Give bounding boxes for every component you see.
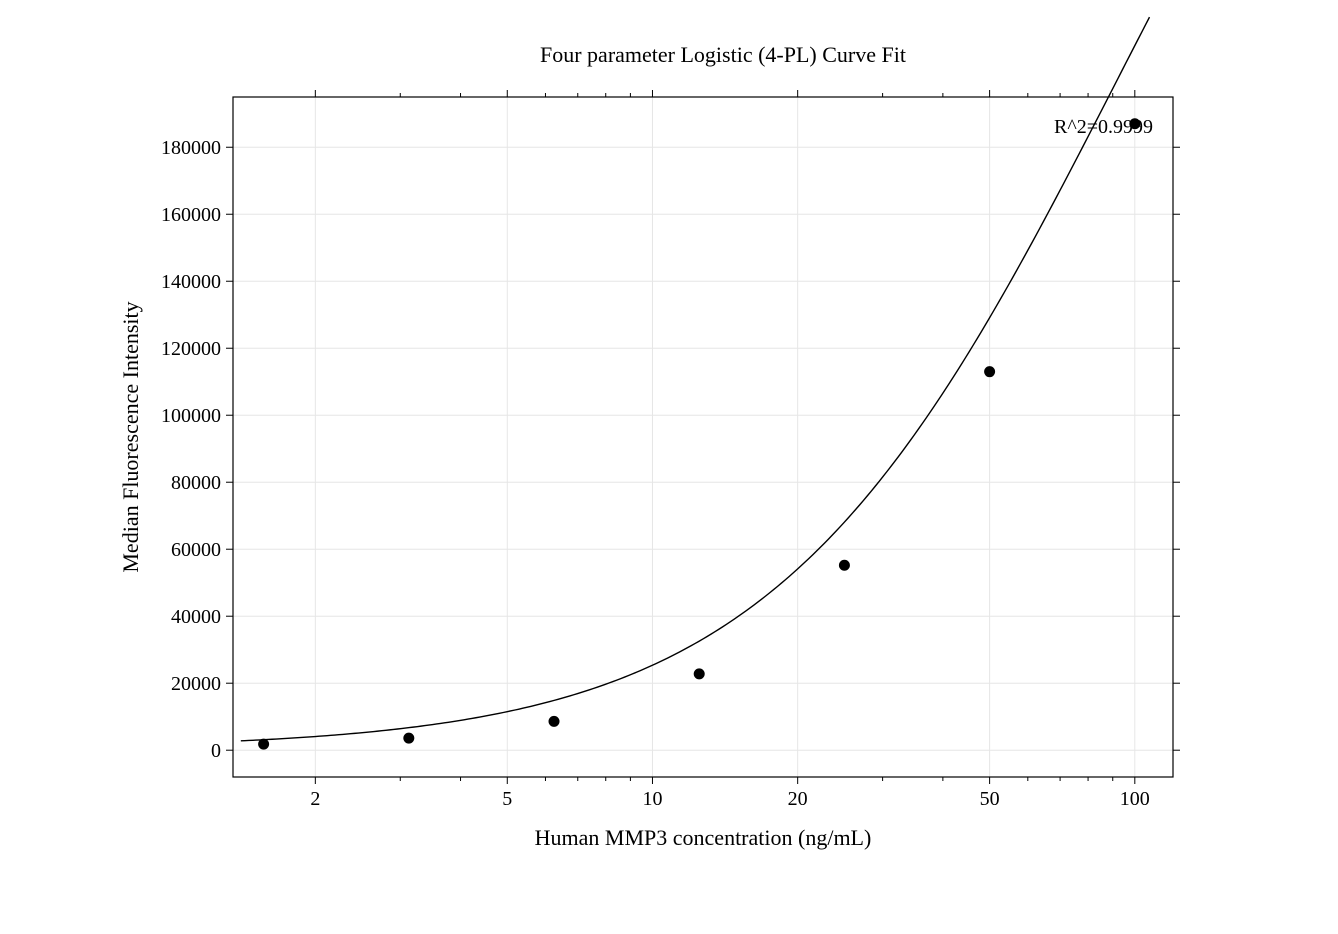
- y-tick-label: 180000: [161, 137, 221, 159]
- x-tick-label: 2: [310, 788, 320, 810]
- y-tick-label: 40000: [171, 606, 221, 628]
- x-tick-label: 100: [1120, 788, 1150, 810]
- r-squared-annotation: R^2=0.9999: [1054, 116, 1153, 138]
- y-tick-label: 60000: [171, 539, 221, 561]
- data-point: [985, 367, 995, 377]
- data-point: [549, 716, 559, 726]
- y-tick-label: 80000: [171, 472, 221, 494]
- y-tick-label: 100000: [161, 405, 221, 427]
- x-axis-label: Human MMP3 concentration (ng/mL): [535, 825, 872, 850]
- y-tick-label: 140000: [161, 271, 221, 293]
- data-point: [694, 669, 704, 679]
- y-tick-label: 20000: [171, 673, 221, 695]
- x-tick-label: 50: [980, 788, 1000, 810]
- y-tick-label: 160000: [161, 204, 221, 226]
- x-tick-label: 10: [642, 788, 662, 810]
- data-point: [259, 739, 269, 749]
- data-point: [839, 560, 849, 570]
- fit-curve: [241, 17, 1150, 741]
- chart-svg: 2 5 10 20 50 100 0 20000 40000 60000 80000 100000 12…: [0, 0, 1338, 934]
- data-point: [404, 733, 414, 743]
- chart-container: 2 5 10 20 50 100 0 20000 40000 60000 80000 100000 12…: [0, 0, 1338, 934]
- y-axis-label: Median Fluorescence Intensity: [118, 301, 143, 572]
- y-tick-label: 120000: [161, 338, 221, 360]
- x-tick-label: 20: [788, 788, 808, 810]
- chart-title: Four parameter Logistic (4-PL) Curve Fit: [540, 42, 906, 67]
- y-tick-label: 0: [211, 740, 221, 762]
- x-tick-label: 5: [502, 788, 512, 810]
